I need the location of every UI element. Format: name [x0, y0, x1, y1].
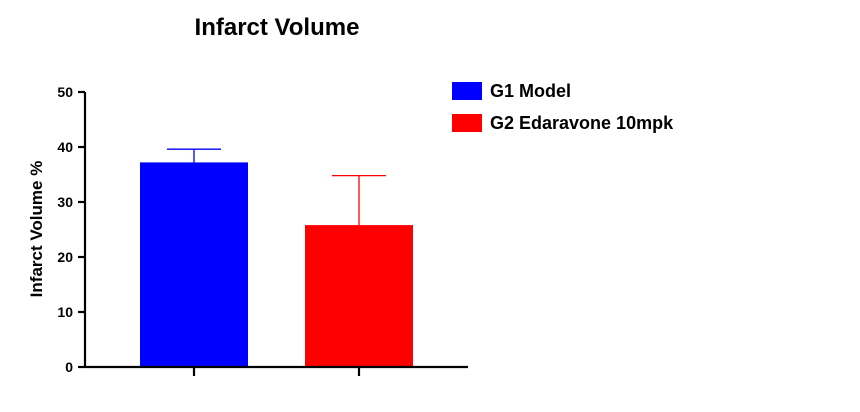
bar-2 — [305, 225, 413, 367]
y-tick-label: 0 — [65, 359, 73, 375]
y-tick-label: 40 — [57, 139, 73, 155]
y-axis-label: Infarct Volume % — [27, 161, 46, 298]
y-tick-label: 30 — [57, 194, 73, 210]
plot-area — [140, 148, 413, 367]
legend: G1 Model G2 Edaravone 10mpk — [452, 81, 674, 133]
legend-swatch-2 — [452, 114, 482, 132]
legend-label-1: G1 Model — [490, 81, 571, 101]
y-axis-ticks: 0 10 20 30 40 50 — [57, 84, 85, 375]
y-tick-label: 10 — [57, 304, 73, 320]
chart-title: Infarct Volume — [195, 14, 360, 41]
x-axis-ticks — [192, 367, 361, 376]
legend-label-2: G2 Edaravone 10mpk — [490, 113, 674, 133]
y-tick-label: 20 — [57, 249, 73, 265]
legend-swatch-1 — [452, 82, 482, 100]
bar-1 — [140, 162, 248, 367]
y-tick-label: 50 — [57, 84, 73, 100]
